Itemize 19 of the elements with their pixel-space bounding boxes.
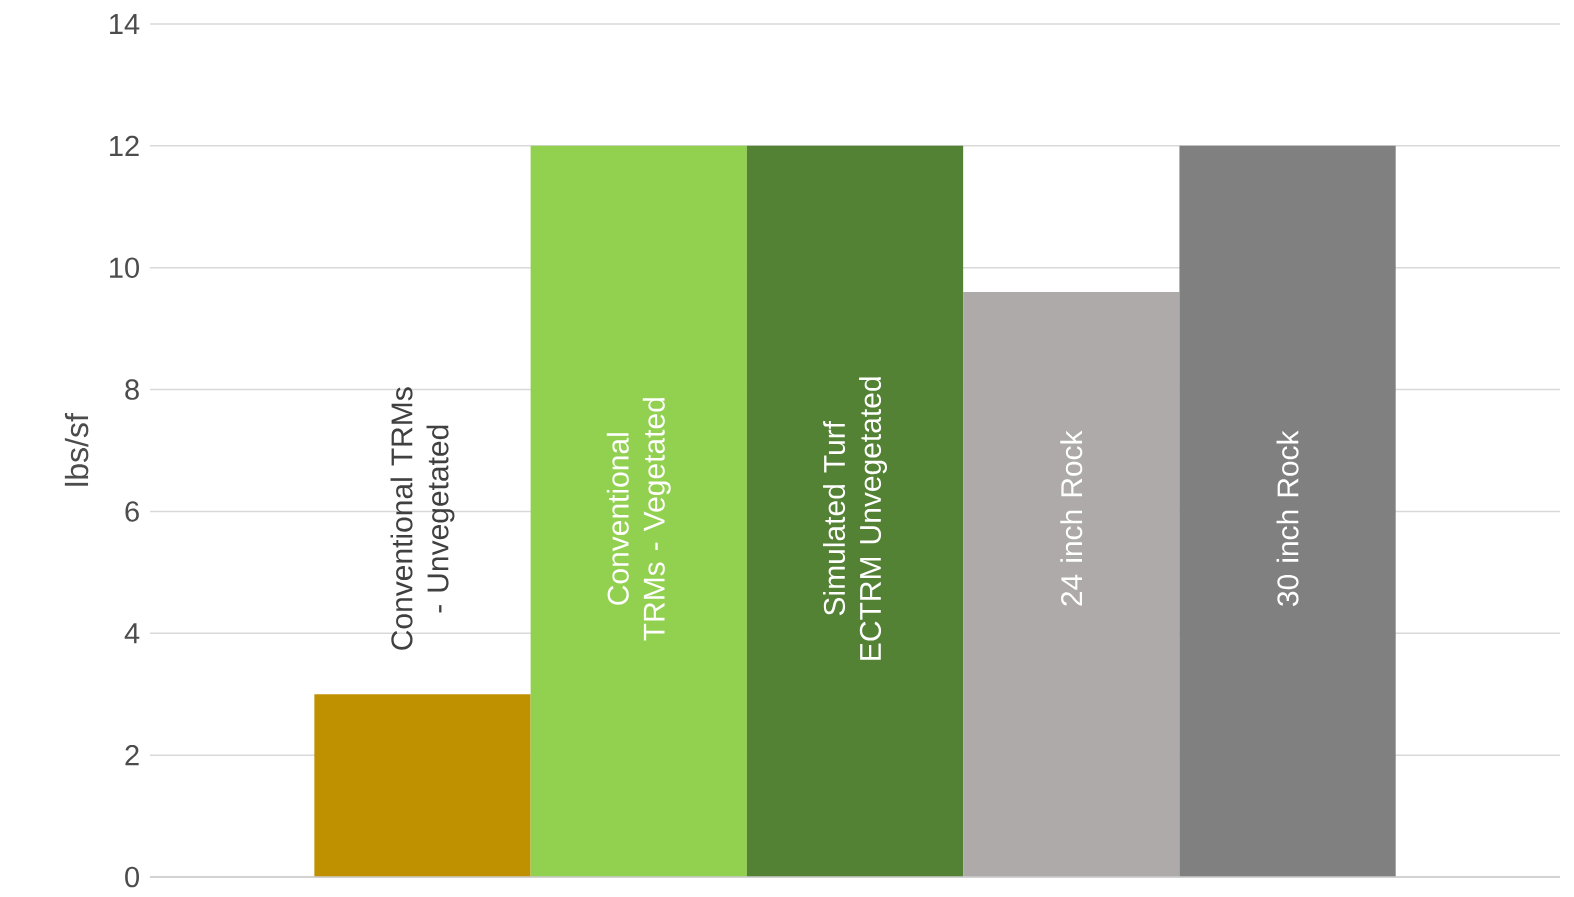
y-tick-label: 8 [125,379,139,400]
y-tick-label: 6 [125,501,139,522]
bar [1179,145,1396,877]
bar [963,292,1180,877]
x-tick-label: 24 inch Rock [1060,430,1083,606]
x-tick-label: 30 inch Rock [1276,430,1299,606]
x-tick-label: Conventional TRMs - Unvegetated [390,387,455,650]
y-tick-label: 10 [110,257,139,278]
x-tick-label: Conventional TRMs - Vegetated [606,398,671,641]
y-axis-title: lbs/sf [64,413,89,486]
bar [530,145,747,877]
y-tick-label: 14 [110,14,140,34]
bar [746,145,964,877]
y-tick-label: 4 [124,623,140,644]
y-tick-label: 0 [125,866,139,888]
x-tick-label: Simulated Turf ECTRM Unvegetated [823,377,888,660]
bar [314,694,531,877]
y-tick-label: 12 [110,135,139,156]
y-tick-label: 2 [125,745,139,766]
